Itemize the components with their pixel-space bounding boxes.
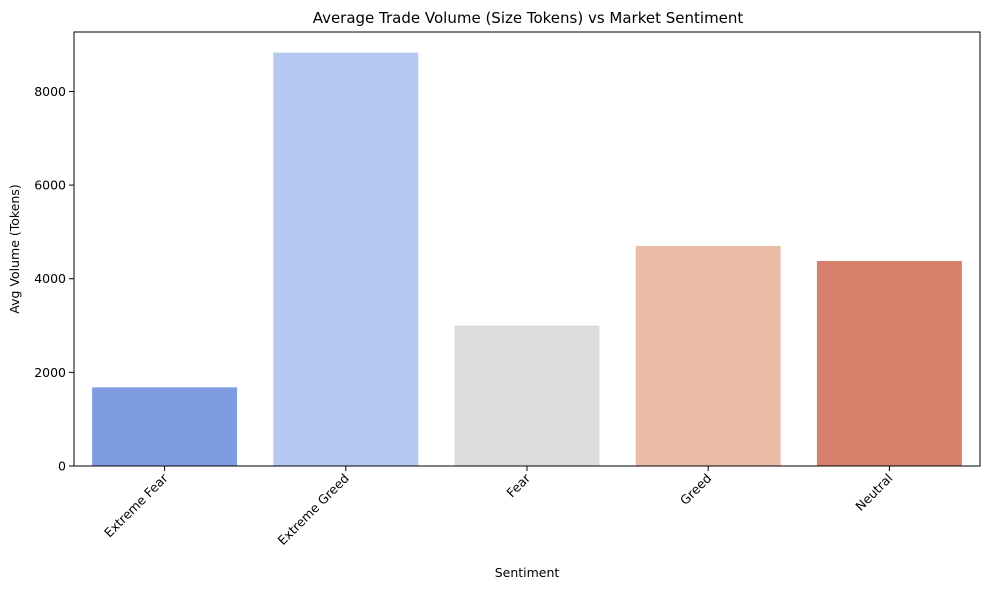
bar-fear bbox=[454, 325, 600, 466]
y-tick-label-8000: 8000 bbox=[34, 84, 66, 99]
x-tick-label-extreme-fear: Extreme Fear bbox=[101, 470, 171, 540]
x-axis: Extreme Fear Extreme Greed Fear Greed Neutra… bbox=[101, 466, 896, 548]
bar-greed bbox=[635, 245, 781, 466]
y-tick-label-2000: 2000 bbox=[34, 365, 66, 380]
y-tick-label-4000: 4000 bbox=[34, 271, 66, 286]
y-tick-label-6000: 6000 bbox=[34, 178, 66, 193]
x-tick-label-extreme-greed: Extreme Greed bbox=[275, 471, 352, 548]
y-axis-label: Avg Volume (Tokens) bbox=[7, 184, 22, 313]
x-axis-label: Sentiment bbox=[495, 565, 560, 580]
bar-extreme-fear bbox=[92, 387, 238, 466]
bars-group bbox=[92, 52, 962, 466]
x-tick-label-fear: Fear bbox=[503, 470, 533, 500]
y-axis: 0 2000 4000 6000 8000 bbox=[34, 84, 74, 474]
x-tick-label-neutral: Neutral bbox=[852, 471, 895, 514]
chart-title: Average Trade Volume (Size Tokens) vs Ma… bbox=[313, 9, 744, 27]
x-tick-label-greed: Greed bbox=[677, 471, 714, 508]
bar-extreme-greed bbox=[273, 52, 419, 466]
plot-frame bbox=[73, 31, 981, 467]
bar-neutral bbox=[816, 260, 962, 466]
y-tick-label-0: 0 bbox=[58, 459, 66, 474]
